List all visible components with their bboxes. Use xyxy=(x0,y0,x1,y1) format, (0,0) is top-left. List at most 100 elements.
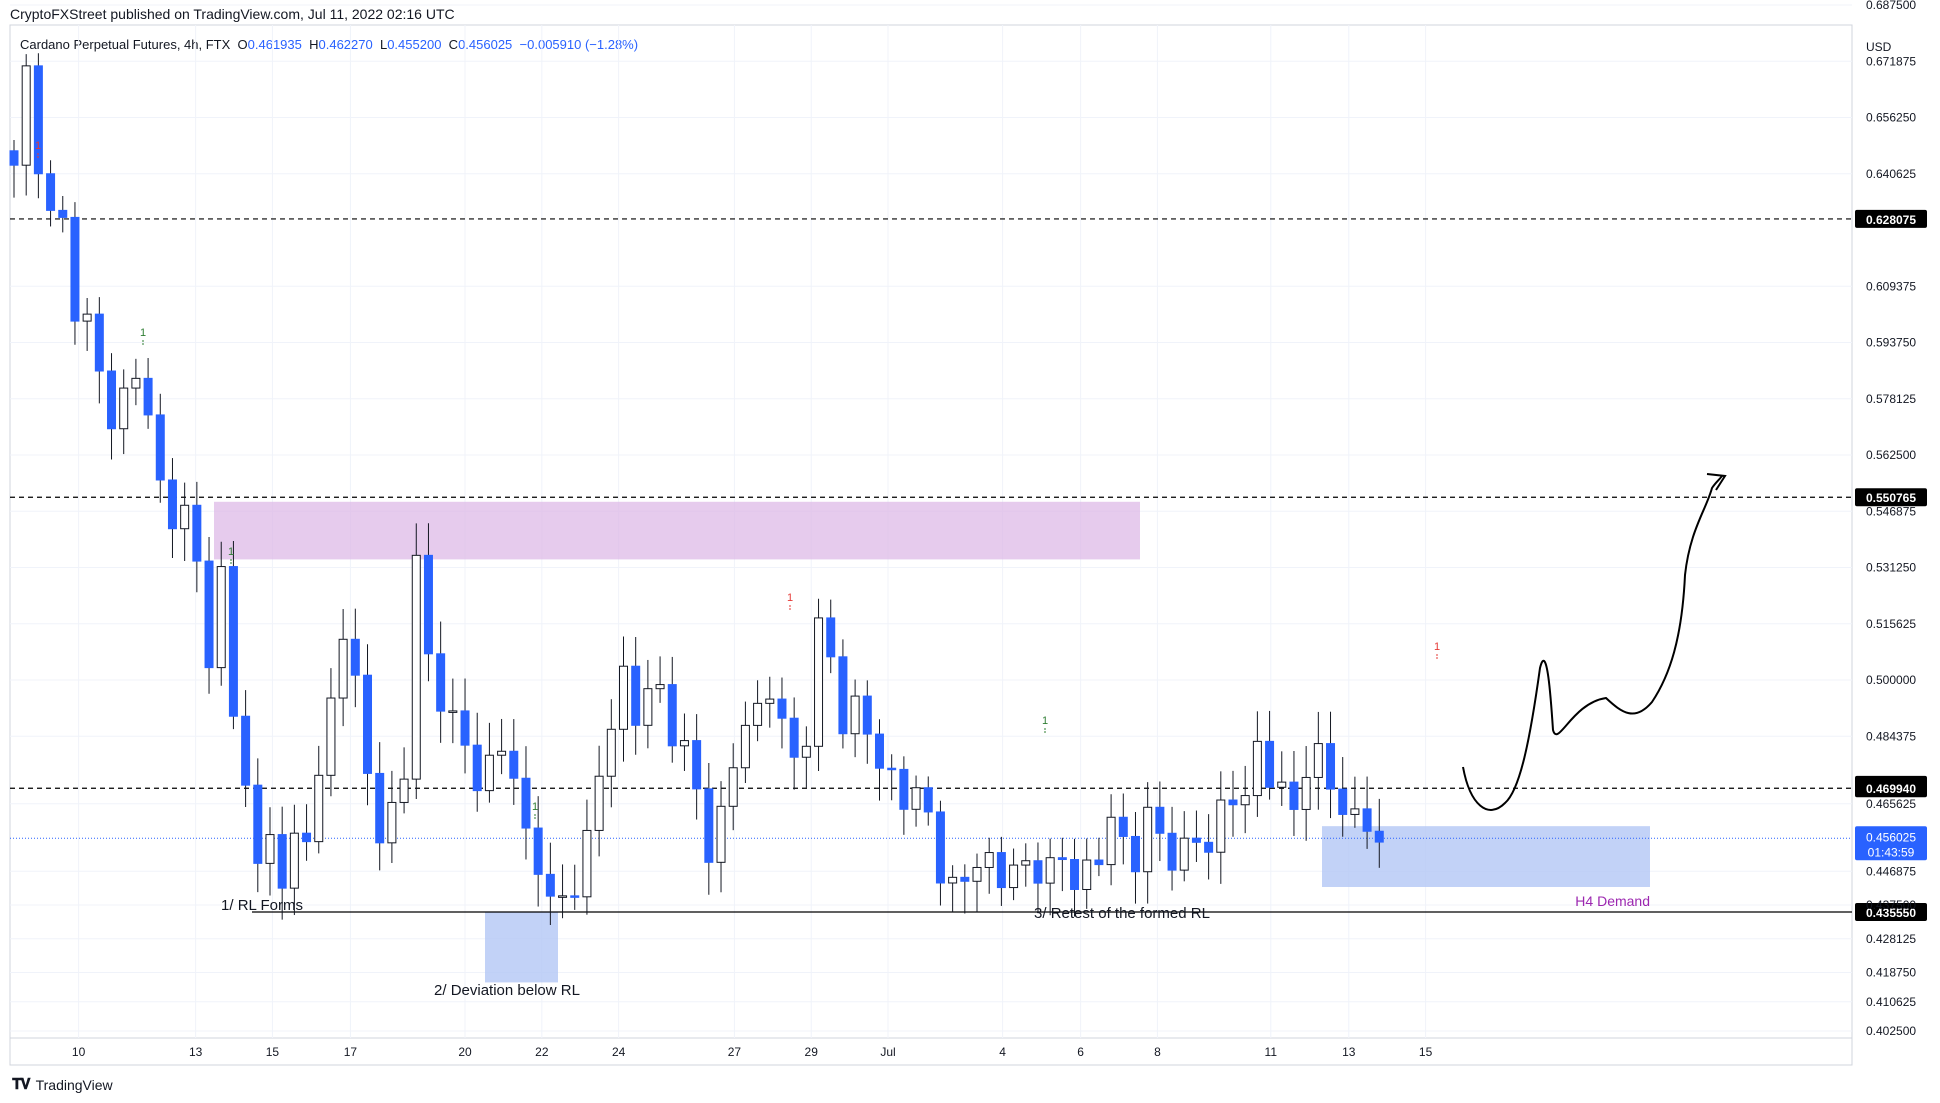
candle xyxy=(740,701,750,784)
candle xyxy=(814,598,824,772)
candle-body xyxy=(94,313,104,372)
candle-body xyxy=(46,173,56,211)
zone-deviation xyxy=(485,912,558,983)
high-value: 0.462270 xyxy=(318,37,373,52)
candle-body xyxy=(850,695,860,735)
price-tick-label: 0.500000 xyxy=(1866,673,1916,687)
candle-body xyxy=(375,772,385,844)
candle-body xyxy=(728,767,738,807)
candle-body xyxy=(1021,860,1031,866)
tradingview-brand[interactable]: 𝐓𝐕 TradingView xyxy=(12,1076,113,1093)
open-label: O xyxy=(237,37,248,52)
time-tick-label: 4 xyxy=(999,1045,1006,1059)
candle xyxy=(862,680,872,764)
signal-marker: 1 xyxy=(787,592,793,604)
candle xyxy=(1082,838,1092,909)
time-tick-label: 15 xyxy=(266,1045,280,1059)
last-price-countdown: 01:43:59 xyxy=(1868,845,1915,859)
candle xyxy=(521,746,531,860)
price-tick-label: 0.671875 xyxy=(1866,54,1916,68)
candle-body xyxy=(204,560,214,669)
candle xyxy=(363,644,373,806)
candle xyxy=(1045,838,1055,916)
candle-body xyxy=(423,554,433,655)
candle xyxy=(1362,776,1372,849)
candle-body xyxy=(1326,743,1336,790)
candle-body xyxy=(606,728,616,777)
candle xyxy=(180,482,190,562)
annotation-label: 1/ RL Forms xyxy=(221,897,303,914)
candle xyxy=(460,678,470,774)
candle-body xyxy=(119,387,129,430)
candle xyxy=(253,758,263,893)
candle-body xyxy=(1070,859,1080,890)
candle xyxy=(1216,771,1226,884)
candle-body xyxy=(326,697,336,776)
candle-body xyxy=(1240,795,1250,806)
candle xyxy=(594,745,604,857)
candle xyxy=(9,140,19,198)
candle xyxy=(874,719,884,801)
price-tick-label: 0.562500 xyxy=(1866,448,1916,462)
candle xyxy=(1313,711,1323,810)
candle xyxy=(667,656,677,763)
low-value: 0.455200 xyxy=(387,37,442,52)
candle-body xyxy=(9,150,19,166)
signal-marker: 1 xyxy=(1042,715,1048,727)
candle xyxy=(314,745,324,854)
candle-body xyxy=(777,698,787,719)
time-tick-label: 11 xyxy=(1265,1045,1278,1059)
candle xyxy=(1228,770,1238,837)
candle-body xyxy=(570,895,580,898)
candle-body xyxy=(996,852,1006,889)
candle-body xyxy=(1033,860,1043,884)
candle-body xyxy=(838,656,848,735)
candle xyxy=(119,369,129,455)
candle xyxy=(1374,798,1384,868)
candle-body xyxy=(582,829,592,898)
candle-body xyxy=(911,787,921,810)
candle xyxy=(838,639,848,749)
candle-body xyxy=(594,775,604,831)
candle xyxy=(1191,810,1201,862)
signal-marker: 1 xyxy=(35,140,41,152)
tradingview-logo-icon: 𝐓𝐕 xyxy=(12,1076,31,1093)
candle-body xyxy=(1362,808,1372,832)
candle xyxy=(765,676,775,728)
candle xyxy=(167,458,177,559)
candle xyxy=(582,799,592,915)
price-tick-label: 0.402500 xyxy=(1866,1024,1916,1038)
candle xyxy=(1009,848,1019,901)
candle xyxy=(960,864,970,914)
candle-body xyxy=(33,65,43,175)
candle-body xyxy=(814,617,824,747)
candle xyxy=(1130,811,1140,904)
symbol-name[interactable]: Cardano Perpetual Futures, 4h, FTX xyxy=(20,37,231,52)
candle xyxy=(1301,746,1311,841)
candle xyxy=(1070,838,1080,917)
candle xyxy=(1155,781,1165,862)
candle-body xyxy=(277,834,287,889)
candle-body xyxy=(509,750,519,779)
candle xyxy=(1118,793,1128,865)
time-tick-label: 6 xyxy=(1077,1045,1084,1059)
candle xyxy=(1057,837,1067,892)
candle-body xyxy=(448,710,458,713)
candle xyxy=(82,297,92,351)
candle xyxy=(728,743,738,831)
price-tick-label: 0.515625 xyxy=(1866,617,1916,631)
price-tick-label: 0.446875 xyxy=(1866,864,1916,878)
candle xyxy=(265,807,275,896)
price-tick-label: 0.437500 xyxy=(1866,898,1916,912)
last-price-badge xyxy=(1855,826,1927,861)
annotation-label: 3/ Retest of the formed RL xyxy=(1034,905,1210,922)
candle-body xyxy=(497,750,507,756)
candle-body xyxy=(558,895,568,898)
time-tick-label: Jul xyxy=(880,1045,895,1059)
candle-body xyxy=(436,653,446,712)
candle xyxy=(996,836,1006,906)
projection-arrowhead xyxy=(1706,473,1727,491)
candle-body xyxy=(131,377,141,389)
level-price-badge xyxy=(1855,903,1927,922)
